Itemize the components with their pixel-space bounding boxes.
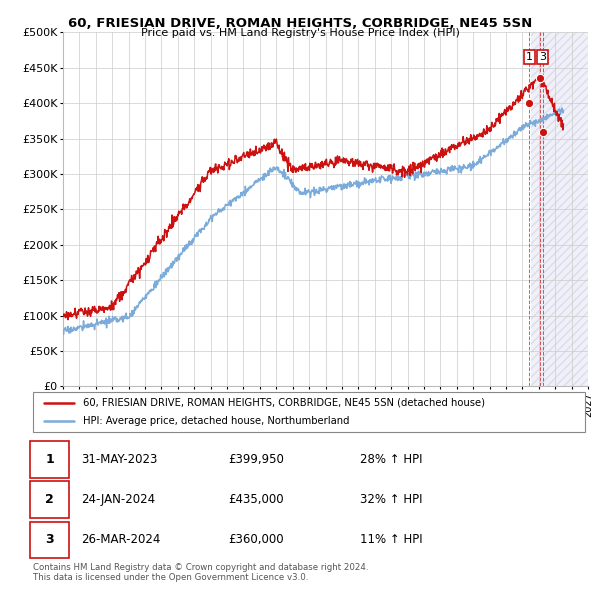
Text: Contains HM Land Registry data © Crown copyright and database right 2024.
This d: Contains HM Land Registry data © Crown c… <box>33 563 368 582</box>
Text: 1: 1 <box>526 53 533 62</box>
Text: 11% ↑ HPI: 11% ↑ HPI <box>360 533 422 546</box>
Text: £360,000: £360,000 <box>228 533 284 546</box>
Text: £399,950: £399,950 <box>228 453 284 466</box>
Text: 28% ↑ HPI: 28% ↑ HPI <box>360 453 422 466</box>
Text: 3: 3 <box>539 53 546 62</box>
Bar <box>530 32 588 386</box>
Bar <box>530 32 588 386</box>
Text: 32% ↑ HPI: 32% ↑ HPI <box>360 493 422 506</box>
Text: Price paid vs. HM Land Registry's House Price Index (HPI): Price paid vs. HM Land Registry's House … <box>140 28 460 38</box>
Text: 2: 2 <box>45 493 54 506</box>
Text: 60, FRIESIAN DRIVE, ROMAN HEIGHTS, CORBRIDGE, NE45 5SN: 60, FRIESIAN DRIVE, ROMAN HEIGHTS, CORBR… <box>68 17 532 30</box>
Text: 3: 3 <box>45 533 54 546</box>
Text: £435,000: £435,000 <box>228 493 284 506</box>
Text: 26-MAR-2024: 26-MAR-2024 <box>81 533 160 546</box>
Text: 31-MAY-2023: 31-MAY-2023 <box>81 453 157 466</box>
Text: 1: 1 <box>45 453 54 466</box>
Text: 60, FRIESIAN DRIVE, ROMAN HEIGHTS, CORBRIDGE, NE45 5SN (detached house): 60, FRIESIAN DRIVE, ROMAN HEIGHTS, CORBR… <box>83 398 485 408</box>
Text: HPI: Average price, detached house, Northumberland: HPI: Average price, detached house, Nort… <box>83 416 349 426</box>
Text: 24-JAN-2024: 24-JAN-2024 <box>81 493 155 506</box>
